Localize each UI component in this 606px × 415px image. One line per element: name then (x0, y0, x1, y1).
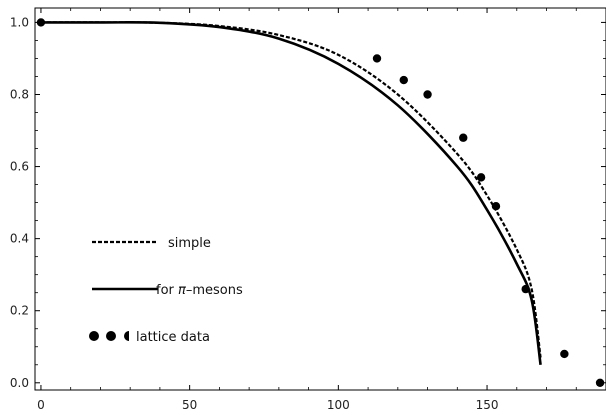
data-point-lattice-data (372, 54, 382, 63)
y-tick-label: 0.4 (10, 232, 29, 246)
y-axis: 0.0 0.2 0.4 0.6 0.8 1.0 (10, 15, 606, 390)
x-tick-label: 50 (182, 398, 197, 412)
data-point-lattice-data (560, 349, 569, 359)
series-line-for-mesons (40, 21, 542, 365)
data-point-lattice-data (491, 202, 501, 211)
plot-frame (34, 7, 606, 391)
legend-marker (106, 331, 116, 341)
x-tick-label: 100 (327, 398, 350, 412)
x-tick-label: 150 (476, 398, 499, 412)
y-tick-label: 0.8 (10, 87, 29, 101)
legend-marker (89, 331, 99, 341)
legend-label-simple: simple (168, 236, 211, 251)
data-point-lattice-data (423, 90, 432, 99)
legend-label-pi-mesons: for π–mesons (156, 283, 243, 298)
data-point-lattice-data (595, 378, 605, 387)
x-tick-label: 0 (37, 398, 45, 412)
series-layer (36, 18, 605, 387)
y-tick-label: 1.0 (10, 15, 29, 29)
y-tick-label: 0.6 (10, 160, 29, 174)
x-axis: 0 50 100 150 (37, 8, 577, 412)
y-tick-label: 0.0 (10, 376, 29, 390)
data-point-lattice-data (521, 284, 530, 294)
legend: simple for π–mesons lattice data (89, 236, 243, 345)
data-point-lattice-data (459, 133, 468, 142)
data-point-lattice-data (476, 173, 486, 182)
y-tick-label: 0.2 (10, 304, 29, 318)
legend-swatch-lattice-data (89, 331, 129, 341)
series-line-simple (40, 21, 542, 358)
legend-marker (124, 331, 129, 341)
data-point-lattice-data (399, 75, 408, 85)
legend-label-lattice-data: lattice data (136, 330, 210, 345)
data-point-lattice-data (36, 18, 46, 27)
